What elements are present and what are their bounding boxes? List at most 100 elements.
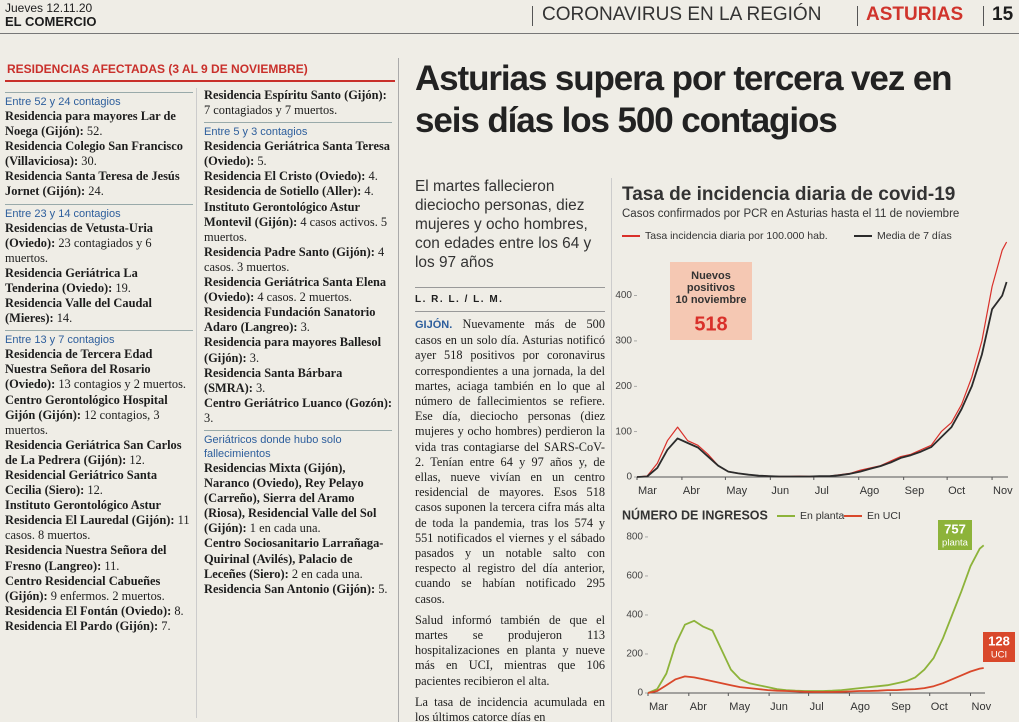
subhead: El martes fallecieron dieciocho personas… — [415, 178, 592, 271]
residence-item: Residencia El Pardo (Gijón): 7. — [5, 619, 193, 634]
value-label: 757 — [944, 521, 966, 536]
region-name: ASTURIAS — [866, 4, 964, 25]
residence-detail: 12. — [87, 483, 103, 498]
admissions-chart: NÚMERO DE INGRESOS En planta En UCI 0 200 400… — [622, 507, 1015, 713]
x-tick-label: Oct — [948, 485, 965, 497]
legend-label: Media de 7 días — [877, 230, 952, 242]
residence-detail: 14. — [56, 311, 73, 326]
legend-label: En planta — [800, 510, 845, 522]
residence-detail: 5. — [378, 581, 388, 596]
x-tick-label: Jul — [810, 701, 824, 713]
residence-detail: 8. — [174, 603, 184, 618]
residence-name: Residencia Santa Teresa de Jesús Jornet … — [5, 169, 180, 199]
x-tick-label: May — [729, 701, 750, 713]
residence-detail: 4 casos. 3 muertos. — [204, 244, 385, 274]
residence-name: Residencia Nuestra Señora del Fresno (La… — [5, 543, 167, 573]
residence-detail: 3. — [300, 320, 310, 335]
chart-title: NÚMERO DE INGRESOS — [622, 507, 768, 522]
rule — [415, 287, 605, 288]
residence-item: Centro Gerontológico Hospital Gijón (Gij… — [5, 393, 193, 438]
residence-name: Residencia Padre Santo (Gijón): — [204, 244, 375, 259]
x-tick-label: Jun — [771, 485, 789, 497]
y-tick-label: 300 — [615, 336, 632, 347]
residences-column: Residencia Espíritu Santo (Gijón): 7 con… — [204, 88, 392, 597]
x-tick-label: Mar — [649, 701, 668, 713]
page-number: 15 — [992, 4, 1014, 25]
residence-name: Residencia Colegio San Francisco (Villav… — [5, 139, 183, 169]
residence-item: Residencia Geriátrica Santa Elena (Ovied… — [204, 275, 392, 305]
paragraph-text: Nuevamente más de 500 casos en un solo d… — [415, 317, 605, 606]
annotation-text: 10 noviembre — [676, 294, 747, 306]
paragraph: Salud informó también de que el martes s… — [415, 613, 605, 689]
residence-item: Centro Sociosanitario Larrañaga-Quirinal… — [204, 536, 392, 581]
residence-name: Residencia Fundación Sanatorio Adaro (La… — [204, 305, 376, 335]
y-tick-label: 400 — [615, 290, 632, 301]
paragraph: La tasa de incidencia acumulada en los ú… — [415, 695, 605, 722]
article-body: GIJÓN. Nuevamente más de 500 casos en un… — [415, 317, 605, 722]
residence-item: Residencia Geriátrica Santa Teresa (Ovie… — [204, 139, 392, 169]
residence-detail: 30. — [81, 154, 97, 169]
residence-detail: 11 casos. 8 muertos. — [5, 513, 190, 543]
paragraph-text: Salud informó también de que el martes s… — [415, 612, 605, 688]
residence-name: Residencial Geriátrico Santa Cecilia (Si… — [5, 467, 158, 498]
residence-item: Residencia Colegio San Francisco (Villav… — [5, 139, 193, 169]
residence-item: Residencia Santa Teresa de Jesús Jornet … — [5, 169, 193, 199]
residence-name: Centro Residencial Cabueñes (Gijón): — [5, 573, 161, 603]
residence-detail: 11. — [104, 558, 120, 573]
residence-item: Residencia Santa Bárbara (SMRA): 3. — [204, 366, 392, 396]
series-line — [647, 667, 984, 694]
x-tick-label: Jul — [815, 485, 829, 497]
paragraph-text: La tasa de incidencia acumulada en los ú… — [415, 694, 605, 722]
residence-name: Residencia para mayores Ballesol (Gijón)… — [204, 335, 382, 365]
value-label-box — [983, 632, 1015, 662]
residences-title: RESIDENCIAS AFECTADAS (3 AL 9 DE NOVIEMB… — [7, 62, 308, 76]
residence-name: Centro Sociosanitario Larrañaga-Quirinal… — [204, 536, 384, 581]
incidence-chart: Tasa de incidencia diaria de covid-19 Cas… — [615, 184, 1013, 497]
residence-detail: 4. — [364, 184, 374, 199]
y-tick-label: 600 — [626, 571, 643, 582]
residence-detail: 4 casos. 2 muertos. — [257, 290, 352, 305]
dateline: GIJÓN. — [415, 319, 453, 331]
series-line — [636, 281, 1008, 478]
residence-item: Residencias Mixta (Gijón), Naranco (Ovie… — [204, 461, 392, 536]
residence-name: Residencias Mixta (Gijón), Naranco (Ovie… — [204, 460, 377, 536]
residence-item: Instituto Gerontológico Astur Residencia… — [5, 498, 193, 543]
residence-item: Residencias de Vetusta-Uria (Oviedo): 23… — [5, 221, 193, 266]
residence-detail: 23 contagiados y 6 muertos. — [5, 235, 152, 265]
residence-item: Centro Residencial Cabueñes (Gijón): 9 e… — [5, 574, 193, 604]
y-tick-label: 200 — [615, 381, 632, 392]
x-tick-label: Ago — [850, 701, 870, 713]
residence-detail: 3. — [204, 410, 214, 425]
residence-detail: 52. — [86, 124, 103, 139]
residence-item: Centro Geriátrico Luanco (Gozón): 3. — [204, 396, 392, 426]
residence-item: Residencia El Cristo (Oviedo): 4. — [204, 169, 392, 184]
residence-item: Residencia Fundación Sanatorio Adaro (La… — [204, 305, 392, 335]
residence-item: Residencia para mayores Lar de Noega (Gi… — [5, 109, 193, 139]
residence-name: Residencia Santa Bárbara (SMRA): — [204, 365, 343, 395]
x-tick-label: Nov — [972, 701, 992, 713]
residence-name: Residencia de Sotiello (Aller): — [204, 184, 362, 199]
residence-name: Instituto Gerontológico Astur Residencia… — [5, 498, 175, 528]
residence-detail: 1 en cada una. — [249, 521, 321, 536]
paper-name: EL COMERCIO — [5, 14, 97, 29]
residence-detail: 7 contagiados y 7 muertos. — [204, 103, 338, 118]
residence-name: Residencia Geriátrica Santa Elena (Ovied… — [204, 275, 387, 305]
value-label: 128 — [988, 633, 1010, 648]
x-tick-label: Abr — [690, 701, 707, 713]
residence-name: Residencia Valle del Caudal (Mieres): — [5, 296, 152, 326]
value-label-box — [938, 520, 972, 550]
residence-item: Residencia Geriátrica La Tenderina (Ovie… — [5, 266, 193, 296]
residence-name: Residencia Geriátrica San Carlos de La P… — [5, 437, 182, 467]
legend-label: Tasa incidencia diaria por 100.000 hab. — [645, 230, 828, 242]
residence-detail: 12. — [129, 452, 145, 467]
residence-detail: 19. — [115, 280, 131, 295]
rule — [415, 311, 605, 312]
group-heading: Entre 5 y 3 contagios — [204, 122, 392, 139]
column-divider — [196, 88, 197, 718]
x-tick-label: Nov — [993, 485, 1013, 497]
group-heading: Entre 52 y 24 contagios — [5, 92, 193, 109]
residence-name: Instituto Gerontológico Astur Montevil (… — [204, 199, 360, 229]
header-rule — [0, 33, 1019, 34]
residences-column: Entre 52 y 24 contagios Residencia para m… — [5, 88, 193, 634]
residence-name: Residencia Geriátrica Santa Teresa (Ovie… — [204, 139, 390, 169]
